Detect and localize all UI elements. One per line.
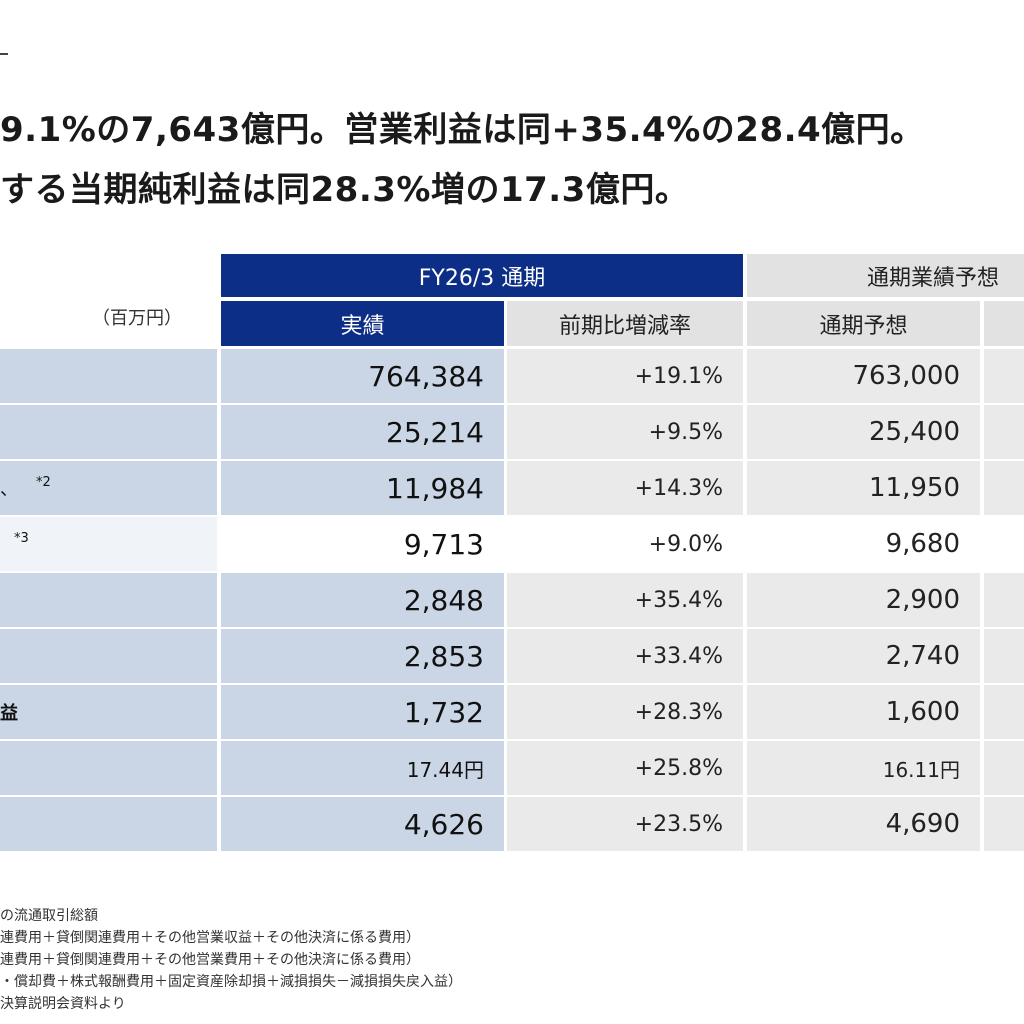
extra-cell	[984, 797, 1024, 851]
row-label: 益	[0, 685, 217, 739]
table-row: 、 *2 11,984 +14.3% 11,950	[0, 461, 1024, 515]
yoy-value: +28.3%	[507, 685, 743, 739]
extra-cell	[984, 349, 1024, 403]
footnote: ・償却費＋株式報酬費用＋固定資産除却損＋減損損失－減損損失戻入益）	[0, 974, 462, 990]
column-header-actual: 実績	[221, 301, 504, 346]
column-header-extra	[984, 301, 1024, 346]
extra-cell	[984, 629, 1024, 683]
actual-value: 2,848	[221, 573, 504, 627]
table-row: *3 9,713 +9.0% 9,680	[0, 517, 1024, 571]
footnote: 決算説明会資料より	[0, 996, 126, 1012]
forecast-value: 16.11円	[747, 741, 980, 795]
row-label	[0, 349, 217, 403]
row-label: 、 *2	[0, 461, 217, 515]
actual-value: 17.44円	[221, 741, 504, 795]
extra-cell	[984, 741, 1024, 795]
row-label: *3	[0, 517, 217, 571]
footnote: 連費用＋貸倒関連費用＋その他営業費用＋その他決済に係る費用）	[0, 952, 420, 968]
headline-line-1: 9.1%の7,643億円。営業利益は同+35.4%の28.4億円。	[0, 110, 925, 150]
forecast-value: 763,000	[747, 349, 980, 403]
row-label	[0, 405, 217, 459]
actual-value: 25,214	[221, 405, 504, 459]
forecast-value: 2,900	[747, 573, 980, 627]
footnote: の流通取引総額	[0, 908, 98, 924]
yoy-value: +9.0%	[507, 517, 743, 571]
forecast-value: 11,950	[747, 461, 980, 515]
yoy-value: +33.4%	[507, 629, 743, 683]
yoy-value: +23.5%	[507, 797, 743, 851]
table-row: 4,626 +23.5% 4,690	[0, 797, 1024, 851]
actual-value: 764,384	[221, 349, 504, 403]
actual-value: 4,626	[221, 797, 504, 851]
table-row: 益 1,732 +28.3% 1,600	[0, 685, 1024, 739]
forecast-value: 4,690	[747, 797, 980, 851]
headline-line-2: する当期純利益は同28.3%増の17.3億円。	[0, 170, 690, 210]
yoy-value: +35.4%	[507, 573, 743, 627]
forecast-value: 1,600	[747, 685, 980, 739]
actual-value: 9,713	[221, 517, 504, 571]
extra-cell	[984, 517, 1024, 571]
table-row: 25,214 +9.5% 25,400	[0, 405, 1024, 459]
yoy-value: +14.3%	[507, 461, 743, 515]
table-row: 2,853 +33.4% 2,740	[0, 629, 1024, 683]
forecast-value: 25,400	[747, 405, 980, 459]
header-full-year-forecast: 通期業績予想	[747, 254, 1024, 297]
row-label	[0, 629, 217, 683]
row-label	[0, 797, 217, 851]
column-header-forecast: 通期予想	[747, 301, 980, 346]
extra-cell	[984, 685, 1024, 739]
extra-cell	[984, 461, 1024, 515]
row-label	[0, 573, 217, 627]
actual-value: 1,732	[221, 685, 504, 739]
table-row: 764,384 +19.1% 763,000	[0, 349, 1024, 403]
yoy-value: +19.1%	[507, 349, 743, 403]
actual-value: 11,984	[221, 461, 504, 515]
column-header-yoy: 前期比増減率	[507, 301, 743, 346]
header-fy26-full-year: FY26/3 通期	[221, 254, 743, 297]
row-label	[0, 741, 217, 795]
yoy-value: +9.5%	[507, 405, 743, 459]
footnote: 連費用＋貸倒関連費用＋その他営業収益＋その他決済に係る費用）	[0, 930, 420, 946]
extra-cell	[984, 573, 1024, 627]
extra-cell	[984, 405, 1024, 459]
forecast-value: 2,740	[747, 629, 980, 683]
unit-label: （百万円）	[92, 308, 182, 329]
actual-value: 2,853	[221, 629, 504, 683]
corner-mark	[0, 53, 8, 55]
table-row: 2,848 +35.4% 2,900	[0, 573, 1024, 627]
table-row: 17.44円 +25.8% 16.11円	[0, 741, 1024, 795]
yoy-value: +25.8%	[507, 741, 743, 795]
forecast-value: 9,680	[747, 517, 980, 571]
